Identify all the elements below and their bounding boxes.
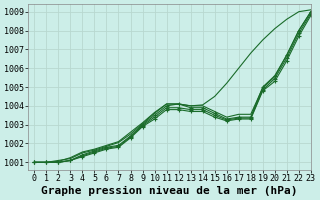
- X-axis label: Graphe pression niveau de la mer (hPa): Graphe pression niveau de la mer (hPa): [41, 186, 298, 196]
